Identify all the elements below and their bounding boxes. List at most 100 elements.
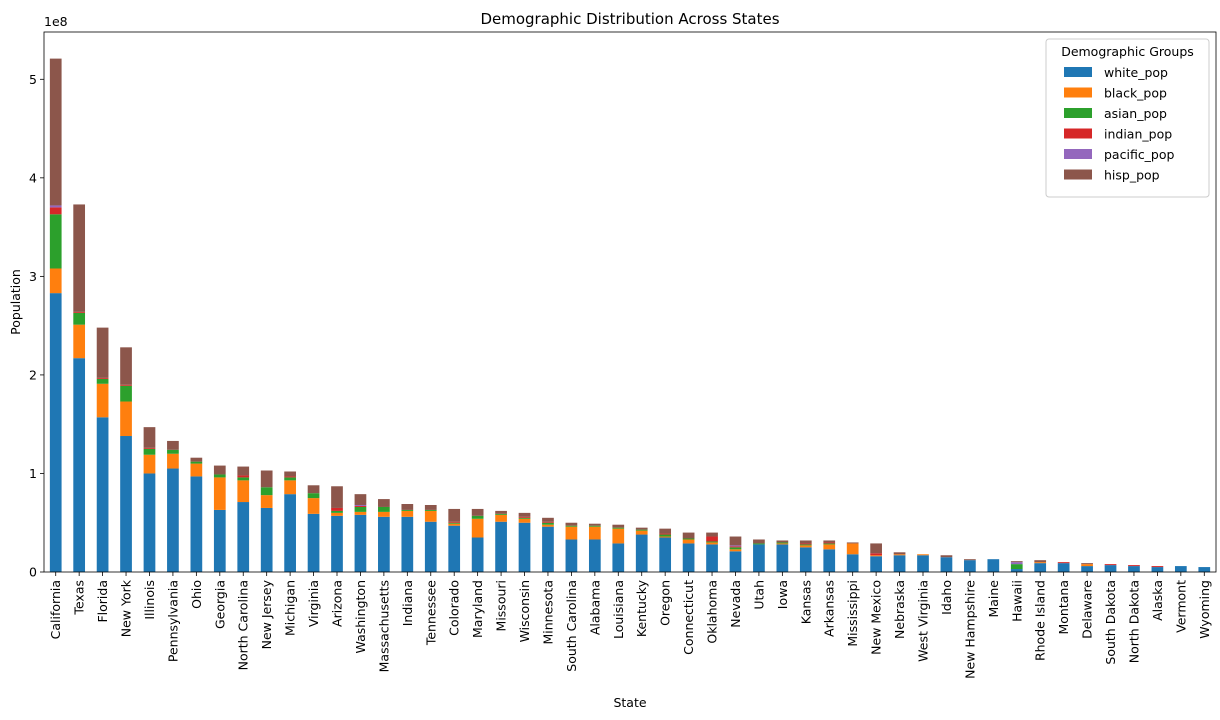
bar-white_pop-26	[659, 537, 672, 572]
x-tick-label: Delaware	[1080, 580, 1095, 639]
bar-white_pop-6	[190, 476, 203, 572]
x-tick-label: New York	[119, 579, 134, 637]
bar-white_pop-20	[518, 522, 531, 572]
bar-black_pop-15	[401, 510, 414, 517]
bar-black_pop-32	[799, 545, 812, 548]
bar-white_pop-5	[167, 468, 179, 572]
bar-indian_pop-10	[284, 476, 296, 478]
bar-white_pop-8	[237, 502, 250, 572]
bar-hisp_pop-5	[167, 440, 179, 450]
bar-asian_pop-28	[706, 541, 718, 543]
bar-pacific_pop-13	[354, 504, 367, 506]
bar-asian_pop-22	[565, 525, 578, 527]
bar-hisp_pop-2	[96, 327, 109, 378]
bar-indian_pop-13	[354, 505, 367, 507]
bar-hisp_pop-32	[799, 540, 812, 544]
bar-asian_pop-32	[799, 544, 812, 546]
x-tick-label: Tennessee	[423, 580, 438, 646]
bar-hisp_pop-8	[237, 466, 250, 476]
legend-label-pacific_pop: pacific_pop	[1104, 147, 1175, 162]
bar-hisp_pop-3	[120, 347, 132, 385]
bar-asian_pop-2	[96, 378, 109, 384]
x-tick-label: Illinois	[142, 580, 157, 620]
bar-white_pop-22	[565, 539, 578, 572]
bar-white_pop-0	[49, 293, 62, 572]
x-tick-label: Indiana	[400, 580, 415, 626]
bar-white_pop-7	[213, 509, 226, 572]
bar-white_pop-17	[448, 525, 461, 572]
bar-black_pop-23	[588, 526, 601, 540]
bar-white_pop-27	[682, 543, 695, 572]
bar-white_pop-30	[753, 544, 765, 572]
x-tick-label: Ohio	[189, 580, 204, 609]
y-offset-label: 1e8	[44, 14, 68, 29]
bar-hisp_pop-4	[143, 427, 156, 448]
bar-indian_pop-21	[542, 521, 554, 523]
bar-indian_pop-43	[1057, 562, 1070, 564]
x-tick-label: South Carolina	[564, 580, 579, 672]
bar-white_pop-21	[542, 526, 554, 572]
bar-white_pop-3	[120, 436, 132, 572]
bar-asian_pop-13	[354, 506, 367, 512]
x-tick-label: Minnesota	[540, 580, 555, 645]
y-tick-label: 4	[29, 170, 37, 185]
bar-asian_pop-21	[542, 522, 554, 525]
bar-black_pop-42	[1034, 562, 1047, 564]
bar-white_pop-45	[1104, 565, 1117, 572]
bar-asian_pop-6	[190, 461, 203, 464]
bar-pacific_pop-29	[729, 545, 742, 547]
x-tick-label: Texas	[72, 580, 87, 616]
bar-asian_pop-18	[471, 515, 484, 519]
x-tick-label: Kansas	[798, 580, 813, 624]
bar-black_pop-26	[659, 536, 672, 538]
bar-white_pop-19	[495, 521, 507, 572]
bar-asian_pop-19	[495, 513, 507, 515]
bar-hisp_pop-30	[753, 539, 765, 544]
legend-swatch-hisp_pop	[1064, 169, 1092, 180]
x-tick-label: Colorado	[447, 580, 462, 636]
x-tick-label: Kentucky	[634, 579, 649, 637]
bar-white_pop-34	[846, 554, 859, 572]
bar-hisp_pop-13	[354, 494, 367, 505]
bar-white_pop-4	[143, 473, 156, 572]
legend: Demographic Groups white_pop black_popasia…	[1045, 38, 1210, 198]
bar-white_pop-25	[635, 534, 648, 572]
bar-indian_pop-4	[143, 447, 156, 449]
x-axis-label: State	[613, 695, 646, 710]
bars-layer	[49, 58, 1211, 572]
bar-asian_pop-5	[167, 449, 179, 454]
x-tick-label: Nebraska	[892, 580, 907, 639]
bar-hisp_pop-1	[73, 204, 86, 312]
bar-white_pop-43	[1057, 563, 1070, 572]
bar-indian_pop-20	[518, 516, 531, 518]
bar-white_pop-15	[401, 516, 414, 572]
bar-asian_pop-0	[49, 214, 62, 269]
x-tick-label: New Jersey	[259, 579, 274, 649]
bar-hisp_pop-25	[635, 527, 648, 530]
bar-black_pop-14	[378, 511, 390, 517]
bar-asian_pop-10	[284, 477, 296, 481]
x-tick-label: New Mexico	[869, 580, 884, 655]
legend-swatch-black_pop	[1064, 87, 1092, 98]
bar-white_pop-48	[1174, 566, 1187, 572]
bar-hisp_pop-16	[424, 504, 437, 510]
bar-black_pop-7	[213, 477, 226, 510]
bar-indian_pop-46	[1128, 565, 1140, 567]
bar-white_pop-10	[284, 494, 296, 572]
bar-black_pop-28	[706, 542, 718, 545]
bar-asian_pop-29	[729, 547, 742, 550]
bar-asian_pop-16	[424, 509, 437, 511]
bar-hisp_pop-19	[495, 510, 507, 514]
bar-black_pop-9	[260, 495, 273, 508]
bar-hisp_pop-26	[659, 528, 672, 534]
x-tick-label: Washington	[353, 580, 368, 653]
bar-asian_pop-27	[682, 538, 695, 540]
bar-black_pop-6	[190, 463, 203, 477]
bar-indian_pop-45	[1104, 564, 1117, 566]
bar-indian_pop-35	[870, 553, 882, 556]
bar-white_pop-23	[588, 539, 601, 572]
x-tick-label: Alabama	[587, 580, 602, 635]
x-tick-label: North Carolina	[236, 580, 251, 670]
x-tick-label: Vermont	[1173, 580, 1188, 633]
